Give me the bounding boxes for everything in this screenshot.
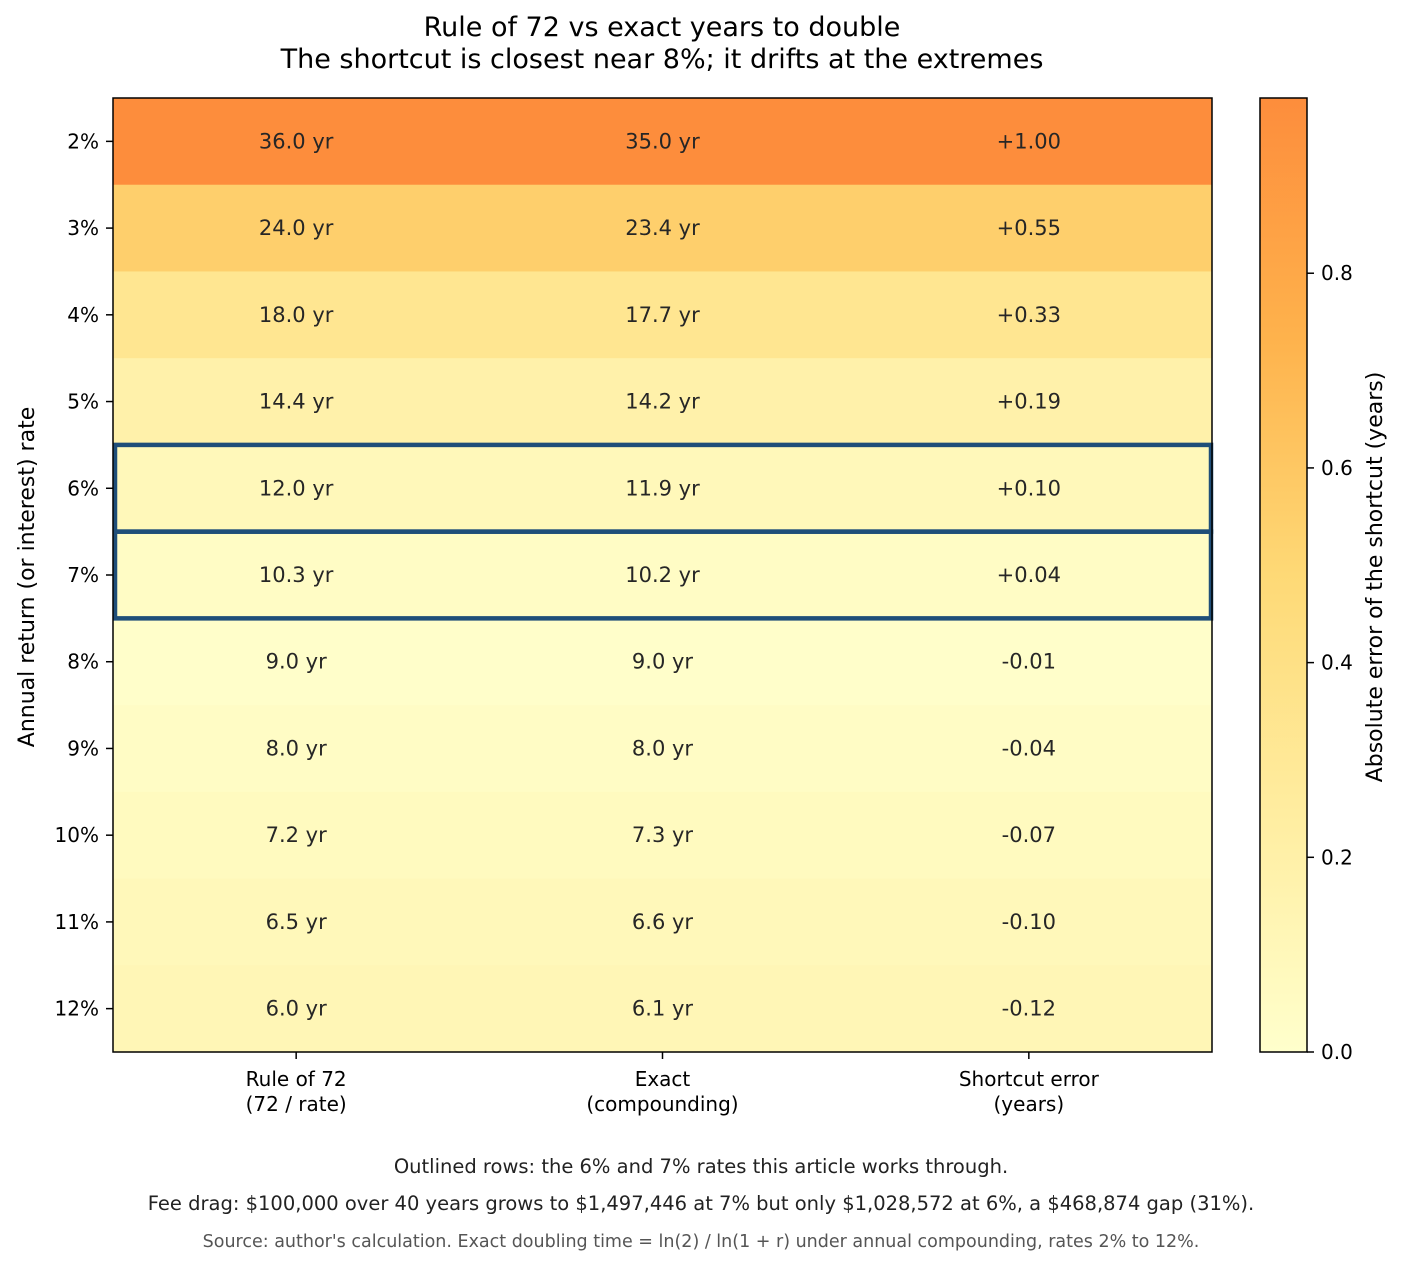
x-tick-label-line2: (72 / rate) [246,1092,347,1116]
y-axis-ticks: 2% 3% 4% 5% 6% 7% 8% 9% 10% 11% 12% [55,129,113,1021]
y-tick-label: 6% [67,476,99,500]
cell-error-3pct: +0.55 [997,216,1061,240]
cell-exact-2pct: 35.0 yr [625,129,700,153]
x-tick-label-line1: Rule of 72 [246,1067,347,1091]
cell-error-12pct: -0.12 [1002,997,1056,1021]
y-tick-label: 9% [67,736,99,760]
cell-error-4pct: +0.33 [997,303,1061,327]
colorbar-label: Absolute error of the shortcut (years) [1363,372,1388,783]
highlight-note: Outlined rows: the 6% and 7% rates this … [394,1155,1008,1178]
source-note: Source: author's calculation. Exact doub… [203,1232,1200,1252]
y-tick-label: 5% [67,390,99,414]
colorbar-tick-label: 0.2 [1321,845,1353,869]
cell-error-10pct: -0.07 [1002,823,1056,847]
heatmap-cells [113,98,1212,1053]
colorbar-tick-label: 0.0 [1321,1040,1353,1064]
cell-error-2pct: +1.00 [997,129,1061,153]
cell-error-6pct: +0.10 [997,476,1061,500]
heatmap-row-2pct [113,98,1212,186]
cell-rule72-10pct: 7.2 yr [266,823,328,847]
cell-exact-4pct: 17.7 yr [625,303,700,327]
fee-note: Fee drag: $100,000 over 40 years grows t… [148,1192,1254,1215]
chart-subtitle: The shortcut is closest near 8%; it drif… [280,44,1044,75]
heatmap-row-7pct [113,531,1212,619]
y-tick-label: 7% [67,563,99,587]
cell-labels: 36.0 yr 35.0 yr +1.00 24.0 yr 23.4 yr +0.55 18… [259,129,1061,1020]
cell-exact-7pct: 10.2 yr [625,563,700,587]
heatmap-row-4pct [113,271,1212,359]
cell-error-5pct: +0.19 [997,390,1061,414]
heatmap-row-3pct [113,184,1212,273]
y-tick-label: 11% [55,910,99,934]
cell-exact-10pct: 7.3 yr [632,823,694,847]
x-tick-label-line2: (years) [994,1092,1065,1116]
highlight-outline-7pct [112,529,1214,621]
cell-exact-9pct: 8.0 yr [632,736,694,760]
cell-rule72-7pct: 10.3 yr [259,563,334,587]
y-tick-label: 2% [67,129,99,153]
y-tick-label: 3% [67,216,99,240]
heatmap-row-6pct [113,444,1212,533]
cell-error-7pct: +0.04 [997,563,1061,587]
cell-error-9pct: -0.04 [1002,736,1056,760]
heatmap-row-5pct [113,358,1212,446]
colorbar-ticks: 0.0 0.2 0.4 0.6 0.8 [1307,261,1353,1064]
colorbar-tick-label: 0.6 [1321,456,1353,480]
heatmap-row-10pct [113,791,1212,880]
cell-rule72-4pct: 18.0 yr [259,303,334,327]
x-tick-label-line1: Exact [635,1067,691,1091]
cell-exact-5pct: 14.2 yr [625,390,700,414]
cell-error-11pct: -0.10 [1002,910,1056,934]
colorbar-tick-label: 0.8 [1321,261,1353,285]
cell-rule72-12pct: 6.0 yr [266,997,328,1021]
cell-rule72-11pct: 6.5 yr [266,910,328,934]
cell-rule72-8pct: 9.0 yr [266,650,328,674]
heatmap-row-9pct [113,705,1212,793]
cell-rule72-2pct: 36.0 yr [259,129,334,153]
y-tick-label: 4% [67,303,99,327]
colorbar [1259,97,1308,1053]
cell-rule72-6pct: 12.0 yr [259,476,334,500]
cell-rule72-5pct: 14.4 yr [259,390,334,414]
heatmap-row-11pct [113,878,1212,966]
colorbar-tick-label: 0.4 [1321,651,1353,675]
cell-exact-3pct: 23.4 yr [625,216,700,240]
y-tick-label: 10% [55,823,99,847]
y-tick-label: 8% [67,650,99,674]
cell-exact-11pct: 6.6 yr [632,910,694,934]
heatmap-row-8pct [113,618,1212,706]
cell-exact-12pct: 6.1 yr [632,997,694,1021]
y-tick-label: 12% [55,997,99,1021]
y-axis-label: Annual return (or interest) rate [15,407,40,747]
cell-error-8pct: -0.01 [1002,650,1056,674]
chart-title: Rule of 72 vs exact years to double [424,12,901,43]
highlight-outlines [112,442,1214,621]
heatmap-row-12pct [113,965,1212,1053]
cell-exact-8pct: 9.0 yr [632,650,694,674]
cell-rule72-3pct: 24.0 yr [259,216,334,240]
x-tick-label-line2: (compounding) [586,1092,738,1116]
cell-exact-6pct: 11.9 yr [625,476,700,500]
cell-rule72-9pct: 8.0 yr [266,736,328,760]
x-axis-ticks: Rule of 72(72 / rate) Exact(compounding) S… [246,1052,1100,1116]
x-tick-label-line1: Shortcut error [959,1067,1100,1091]
